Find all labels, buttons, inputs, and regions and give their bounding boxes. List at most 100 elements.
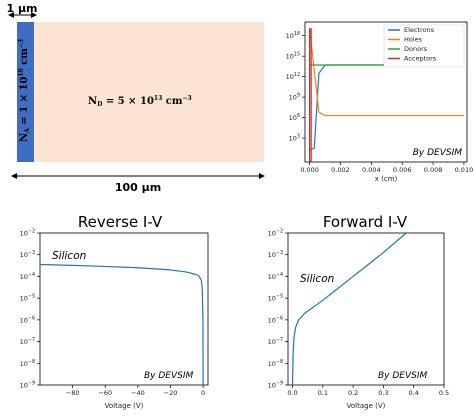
- reverse-y-tick-label: 10−9: [20, 381, 35, 390]
- forward-series: [291, 232, 407, 386]
- reverse-y-tick-label: 10−6: [20, 315, 35, 324]
- reverse-y-tick-label: 10−4: [20, 272, 35, 281]
- doping-y-tick-exp: 18: [294, 31, 300, 37]
- doping-x-tick-label: 0.008: [424, 166, 443, 174]
- forward-title: Forward I-V: [323, 213, 408, 231]
- forward-y-tick-label: 10−3: [268, 250, 283, 259]
- reverse-y-tick-label: 10−3: [20, 250, 35, 259]
- doping-watermark: By DEVSIM: [413, 148, 463, 158]
- forward-y-tick-exp: −9: [276, 381, 283, 387]
- doping-series-line-acceptors: [309, 28, 312, 162]
- forward-xlabel: Voltage (V): [347, 402, 386, 410]
- forward-y-tick-exp: −6: [276, 315, 283, 321]
- n-region-label: ND = 5 × 1013 cm−3: [88, 95, 192, 108]
- doping-x-tick-label: 0.002: [331, 166, 350, 174]
- reverse-y-tick-exp: −8: [28, 359, 35, 365]
- reverse-watermark: By DEVSIM: [144, 371, 194, 381]
- reverse-y-tick-exp: −9: [28, 381, 35, 387]
- reverse-x-tick-label: −20: [164, 389, 178, 397]
- forward-chart: Forward I-V 0.0 0.1 0.2 0.3 0.4 0.510−910−810…: [268, 213, 450, 410]
- reverse-y-tick-exp: −7: [28, 337, 35, 343]
- forward-y-tick-exp: −3: [276, 250, 283, 256]
- reverse-y-tick-label: 10−7: [20, 337, 35, 346]
- p-region-label: NA = 1 × 1019 cm−3: [18, 39, 31, 142]
- forward-material-label: Silicon: [300, 273, 334, 285]
- reverse-plot-frame: [39, 232, 209, 386]
- doping-y-tick-label: 106: [289, 113, 300, 122]
- reverse-chart: Reverse I-V −80 −60 −40 −20 010−910−810−710−…: [20, 213, 209, 410]
- forward-y-tick-label: 10−4: [268, 272, 283, 281]
- forward-x-tick-label: 0.5: [439, 389, 449, 397]
- reverse-y-tick-exp: −3: [28, 250, 35, 256]
- doping-y-tick-base: 10: [286, 32, 294, 40]
- forward-y-tick-base: 10: [268, 295, 276, 303]
- reverse-x-tick-label: −40: [131, 389, 145, 397]
- forward-x-tick-label: 0.3: [378, 389, 388, 397]
- doping-series-line-electrons: [309, 64, 464, 151]
- legend-label-holes: Holes: [404, 36, 423, 44]
- reverse-ticks: −80 −60 −40 −20 010−910−810−710−610−510−410−…: [20, 229, 206, 398]
- reverse-y-tick-base: 10: [20, 230, 28, 238]
- length-label: 100 μm: [115, 181, 161, 194]
- doping-y-tick-base: 10: [286, 53, 294, 61]
- reverse-y-tick-base: 10: [20, 251, 28, 259]
- doping-y-tick-label: 1015: [286, 52, 300, 61]
- doping-x-tick-label: 0.006: [393, 166, 412, 174]
- reverse-x-tick-label: 0: [201, 389, 205, 397]
- doping-y-tick-label: 103: [289, 134, 300, 143]
- reverse-x-tick-label: −80: [66, 389, 80, 397]
- forward-x-tick-label: 0.2: [348, 389, 358, 397]
- reverse-y-tick-exp: −6: [28, 315, 35, 321]
- p-region: [17, 22, 34, 162]
- reverse-y-tick-label: 10−5: [20, 294, 35, 303]
- doping-y-tick-exp: 15: [294, 52, 300, 58]
- reverse-y-tick-base: 10: [20, 338, 28, 346]
- doping-y-tick-label: 1012: [286, 72, 300, 81]
- doping-chart: 0.000 0.002 0.004 0.006 0.008 0.0101031061091…: [286, 21, 473, 183]
- width-label: 1 μm: [6, 2, 37, 15]
- forward-y-tick-base: 10: [268, 338, 276, 346]
- reverse-y-tick-base: 10: [20, 273, 28, 281]
- forward-y-tick-label: 10−2: [268, 229, 283, 238]
- forward-y-tick-exp: −4: [276, 272, 283, 278]
- doping-y-tick-base: 10: [289, 135, 297, 143]
- forward-x-tick-label: 0.1: [318, 389, 328, 397]
- reverse-material-label: Silicon: [52, 250, 86, 262]
- reverse-x-tick-label: −60: [98, 389, 112, 397]
- doping-y-tick-exp: 12: [294, 72, 300, 78]
- doping-y-tick-exp: 6: [297, 113, 300, 119]
- doping-plot-frame: [304, 21, 468, 163]
- forward-y-tick-exp: −5: [276, 294, 283, 300]
- forward-y-tick-label: 10−8: [268, 359, 283, 368]
- reverse-y-tick-base: 10: [20, 360, 28, 368]
- device-schematic: 1 μm NA = 1 × 1019 cm−3 ND = 5 × 1013 cm…: [6, 2, 265, 194]
- reverse-y-tick-base: 10: [20, 295, 28, 303]
- forward-y-tick-exp: −7: [276, 337, 283, 343]
- legend-label-electrons: Electrons: [404, 26, 435, 34]
- doping-y-tick-base: 10: [289, 94, 297, 102]
- forward-y-tick-base: 10: [268, 382, 276, 390]
- forward-x-tick-label: 0.0: [287, 389, 297, 397]
- forward-plot-frame: [287, 232, 445, 386]
- forward-y-tick-base: 10: [268, 251, 276, 259]
- forward-y-tick-label: 10−6: [268, 315, 283, 324]
- forward-y-tick-exp: −2: [276, 229, 283, 235]
- forward-y-tick-base: 10: [268, 273, 276, 281]
- forward-ticks: 0.0 0.1 0.2 0.3 0.4 0.510−910−810−710−610−510…: [268, 229, 450, 398]
- forward-y-tick-exp: −8: [276, 359, 283, 365]
- forward-watermark: By DEVSIM: [378, 371, 428, 381]
- doping-x-tick-label: 0.004: [362, 166, 381, 174]
- forward-y-tick-label: 10−7: [268, 337, 283, 346]
- forward-y-tick-base: 10: [268, 230, 276, 238]
- doping-series: [309, 28, 464, 162]
- doping-y-tick-exp: 9: [297, 93, 300, 99]
- reverse-y-tick-base: 10: [20, 316, 28, 324]
- forward-y-tick-label: 10−9: [268, 381, 283, 390]
- reverse-y-tick-base: 10: [20, 382, 28, 390]
- reverse-series: [39, 263, 204, 386]
- forward-y-tick-label: 10−5: [268, 294, 283, 303]
- legend-label-acceptors: Acceptors: [404, 55, 437, 63]
